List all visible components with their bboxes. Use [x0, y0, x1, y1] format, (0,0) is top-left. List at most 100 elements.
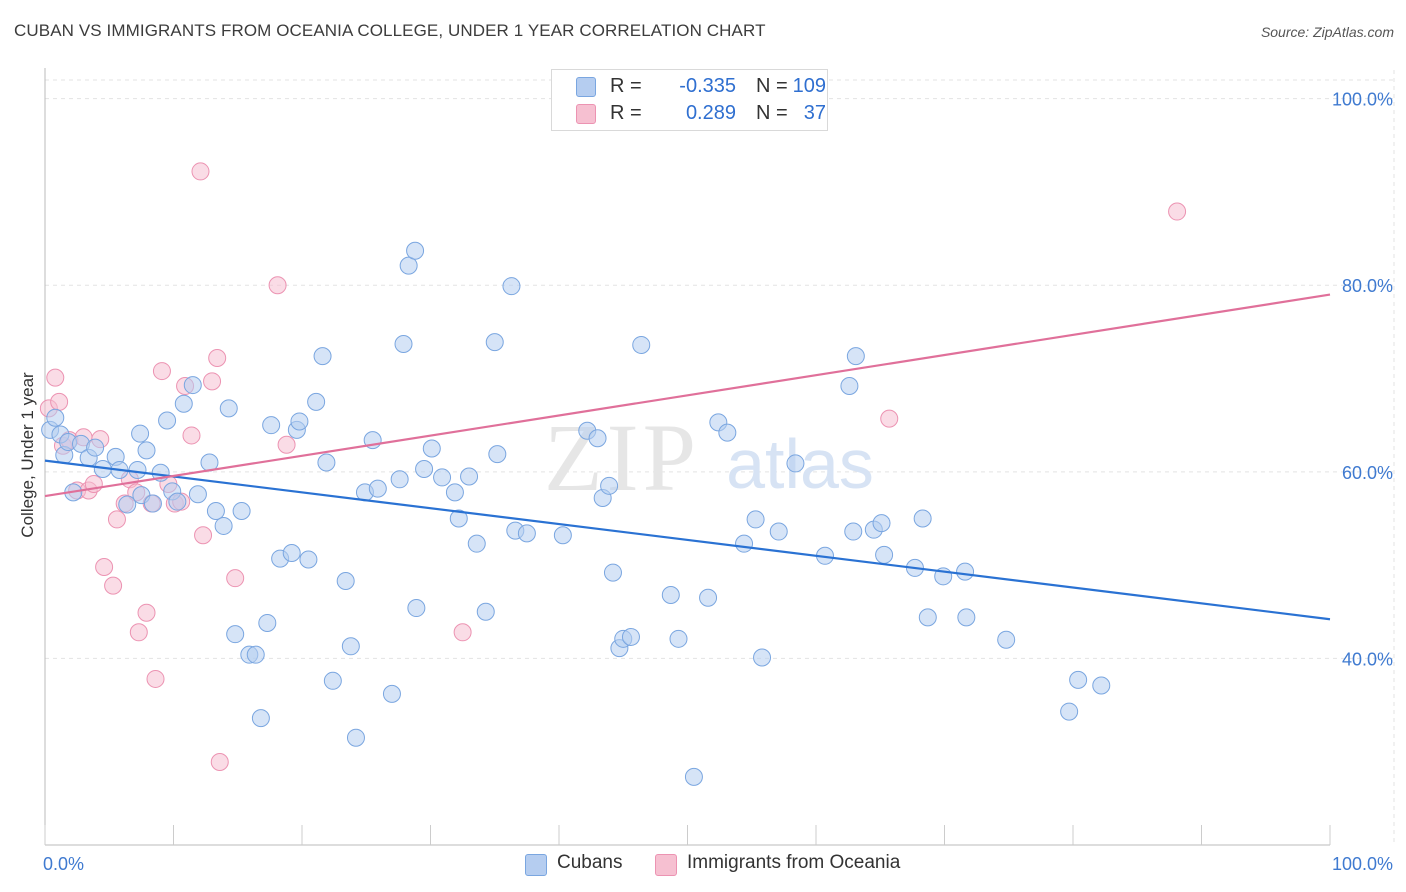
cubans-point — [997, 630, 1016, 649]
cubans-point — [299, 550, 318, 569]
oceania-point — [129, 623, 148, 642]
legend-r-label: R = — [610, 75, 642, 97]
grid-lines — [45, 70, 1395, 845]
cubans-point — [846, 347, 865, 366]
cubans-point — [699, 588, 718, 607]
cubans-point — [746, 510, 765, 529]
cubans-point — [183, 376, 202, 395]
cubans-point — [188, 485, 207, 504]
cubans-point — [753, 648, 772, 667]
legend-row-cubans: R = -0.335 N = 109 — [576, 75, 826, 99]
cubans-point — [669, 629, 688, 648]
correlation-legend: R = -0.335 N = 109 R = 0.289 N = 37 — [551, 69, 828, 131]
cubans-point — [1092, 676, 1111, 695]
oceania-point — [226, 569, 245, 588]
cubans-point — [290, 412, 309, 431]
cubans-point — [368, 479, 387, 498]
cubans-point — [684, 767, 703, 786]
cubans-point — [406, 241, 425, 260]
cubans-point — [118, 495, 137, 514]
oceania-point — [208, 349, 227, 368]
cubans-swatch — [576, 77, 596, 97]
cubans-point — [168, 492, 187, 511]
cubans-point — [131, 424, 150, 443]
oceania-point — [146, 669, 165, 688]
oceania-point — [95, 557, 114, 576]
cubans-point — [735, 534, 754, 553]
cubans-point — [769, 522, 788, 541]
cubans-point — [433, 468, 452, 487]
cubans-point — [226, 625, 245, 644]
y-tick-label: 60.0% — [1342, 463, 1393, 483]
cubans-point — [399, 256, 418, 275]
cubans-point — [390, 470, 409, 489]
cubans-point — [460, 467, 479, 486]
source-label: Source: ZipAtlas.com — [1260, 24, 1394, 40]
y-tick-label: 80.0% — [1342, 276, 1393, 296]
cubans-point — [476, 602, 495, 621]
cubans-point — [918, 608, 937, 627]
cubans-point — [422, 439, 441, 458]
cubans-point — [137, 441, 156, 460]
trend-lines — [44, 293, 1331, 621]
oceania-legend-label: Immigrants from Oceania — [687, 852, 901, 873]
cubans-point — [1069, 670, 1088, 689]
oceania-point — [203, 372, 222, 391]
cubans-point — [485, 333, 504, 352]
cubans-point — [553, 526, 572, 545]
oceania-swatch — [576, 104, 596, 124]
cubans-legend-label: Cubans — [557, 852, 623, 873]
cubans-point — [449, 509, 468, 528]
oceania-point — [104, 576, 123, 595]
axes — [44, 68, 1331, 846]
oceania-point — [182, 426, 201, 445]
cubans-point — [661, 585, 680, 604]
legend-r-value: 0.289 — [685, 102, 736, 124]
cubans-point — [786, 454, 805, 473]
y-axis-label: College, Under 1 year — [18, 372, 37, 538]
cubans-point — [143, 494, 162, 513]
oceania-point — [191, 162, 210, 181]
legend-r-label: R = — [610, 102, 642, 124]
y-tick-label: 40.0% — [1342, 649, 1393, 669]
legend-n-label: N = — [756, 102, 788, 124]
legend-r-value: -0.335 — [679, 75, 736, 97]
cubans-point — [341, 637, 360, 656]
oceania-point — [194, 526, 213, 545]
legend-n-value: 109 — [792, 75, 826, 97]
cubans-point — [258, 613, 277, 632]
watermark-zip: ZIP — [544, 404, 700, 511]
cubans-point — [407, 599, 426, 618]
cubans-point — [323, 671, 342, 690]
cubans-point — [502, 277, 521, 296]
legend-n-label: N = — [756, 75, 788, 97]
cubans-point — [219, 399, 238, 418]
cubans-legend-swatch — [525, 854, 547, 876]
cubans-point — [844, 522, 863, 541]
cubans-point — [307, 392, 326, 411]
cubans-point — [86, 438, 105, 457]
y-tick-label: 100.0% — [1332, 90, 1393, 110]
legend-row-oceania: R = 0.289 N = 37 — [576, 102, 826, 126]
cubans-point — [262, 416, 281, 435]
cubans-point — [621, 627, 640, 646]
cubans-point — [206, 502, 225, 521]
cubans-point — [158, 411, 177, 430]
cubans-point — [214, 516, 233, 535]
cubans-point — [251, 709, 270, 728]
oceania-point — [152, 362, 171, 381]
cubans-point — [336, 571, 355, 590]
cubans-point — [128, 460, 147, 479]
cubans-point — [718, 423, 737, 442]
chart-title: CUBAN VS IMMIGRANTS FROM OCEANIA COLLEGE… — [14, 21, 766, 40]
oceania-trend-line — [44, 293, 1331, 498]
cubans-point — [467, 534, 486, 553]
legend-n-value: 37 — [803, 102, 826, 124]
tick-labels: 40.0% 60.0% 80.0% 100.0% 0.0% 100.0% — [43, 90, 1393, 874]
cubans-point — [840, 377, 859, 395]
cubans-point — [415, 460, 434, 479]
cubans-point — [872, 514, 891, 533]
cubans-point — [588, 429, 607, 448]
cubans-point — [603, 563, 622, 582]
cubans-point — [174, 394, 193, 413]
